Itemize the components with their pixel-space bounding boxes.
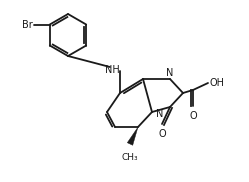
Text: O: O bbox=[158, 129, 166, 139]
Text: N: N bbox=[166, 68, 174, 78]
Text: NH: NH bbox=[105, 65, 119, 75]
Text: O: O bbox=[189, 111, 197, 121]
Text: CH₃: CH₃ bbox=[122, 153, 138, 162]
Text: Br: Br bbox=[22, 19, 33, 29]
Polygon shape bbox=[127, 127, 138, 145]
Text: OH: OH bbox=[209, 78, 224, 88]
Text: N: N bbox=[156, 109, 163, 119]
